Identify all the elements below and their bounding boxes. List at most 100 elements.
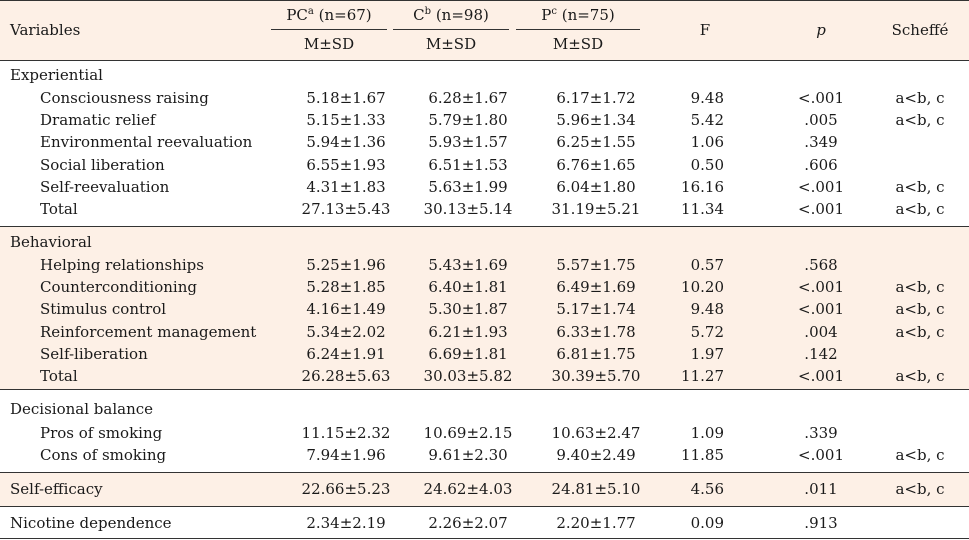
cell-pvalue: .005 xyxy=(804,111,838,129)
cell-pvalue: .913 xyxy=(804,514,838,532)
row-label: Counterconditioning xyxy=(40,278,197,296)
cell-pvalue: <.001 xyxy=(798,446,844,464)
row-label: Environmental reevaluation xyxy=(40,133,253,151)
cell-scheffe: a<b, c xyxy=(895,278,945,296)
cell-pvalue: .568 xyxy=(804,256,838,274)
cell-f: 5.72 xyxy=(690,323,724,341)
band-self-efficacy xyxy=(0,472,969,506)
row-label: Self-efficacy xyxy=(10,480,103,498)
cell-f: 0.09 xyxy=(690,514,724,532)
cell-pvalue: <.001 xyxy=(798,300,844,318)
cell-pc: 27.13±5.43 xyxy=(301,200,391,218)
cell-c: 5.43±1.69 xyxy=(428,256,508,274)
cell-p: 30.39±5.70 xyxy=(551,367,641,385)
row-label: Pros of smoking xyxy=(40,424,163,442)
cell-f: 9.48 xyxy=(690,300,724,318)
cell-c: 6.40±1.81 xyxy=(428,278,508,296)
cell-pc: 5.15±1.33 xyxy=(306,111,386,129)
group-rule-p xyxy=(516,29,640,30)
cell-pvalue: .349 xyxy=(804,133,838,151)
cell-pc: 5.18±1.67 xyxy=(306,89,386,107)
cell-c: 24.62±4.03 xyxy=(423,480,513,498)
cell-pvalue: .011 xyxy=(804,480,838,498)
header-p-sup: c xyxy=(551,6,557,17)
header-scheffe: Scheffé xyxy=(891,21,949,39)
band-header xyxy=(0,0,969,60)
cell-f: 1.97 xyxy=(690,345,724,363)
row-label: Self-reevaluation xyxy=(40,178,170,196)
cell-pc: 6.24±1.91 xyxy=(306,345,386,363)
cell-f: 1.06 xyxy=(690,133,724,151)
row-label: Nicotine dependence xyxy=(10,514,172,532)
header-variables: Variables xyxy=(10,21,81,39)
cell-c: 30.13±5.14 xyxy=(423,200,513,218)
rule-after-experiential xyxy=(0,226,969,227)
header-msd-p: M±SD xyxy=(552,35,604,53)
cell-f: 0.57 xyxy=(690,256,724,274)
cell-pvalue: <.001 xyxy=(798,200,844,218)
cell-scheffe: a<b, c xyxy=(895,446,945,464)
cell-pc: 5.28±1.85 xyxy=(306,278,386,296)
bottom-rule xyxy=(0,538,969,539)
cell-pc: 7.94±1.96 xyxy=(306,446,386,464)
row-label: Dramatic relief xyxy=(40,111,156,129)
cell-scheffe: a<b, c xyxy=(895,178,945,196)
cell-c: 30.03±5.82 xyxy=(423,367,513,385)
cell-pvalue: <.001 xyxy=(798,278,844,296)
section-title: Behavioral xyxy=(10,233,92,251)
header-p-value: p xyxy=(816,21,826,39)
cell-f: 5.42 xyxy=(690,111,724,129)
cell-pc: 11.15±2.32 xyxy=(301,424,391,442)
header-msd-pc: M±SD xyxy=(303,35,355,53)
row-label: Helping relationships xyxy=(40,256,204,274)
cell-c: 5.63±1.99 xyxy=(428,178,508,196)
cell-p: 9.40±2.49 xyxy=(556,446,636,464)
header-bottom-rule xyxy=(0,60,969,61)
cell-p: 6.17±1.72 xyxy=(556,89,636,107)
cell-f: 4.56 xyxy=(690,480,724,498)
cell-f: 11.85 xyxy=(681,446,724,464)
cell-c: 6.28±1.67 xyxy=(428,89,508,107)
header-pc-name: PC xyxy=(286,6,308,24)
cell-scheffe: a<b, c xyxy=(895,300,945,318)
cell-p: 6.04±1.80 xyxy=(556,178,636,196)
header-msd-c: M±SD xyxy=(425,35,477,53)
cell-c: 6.69±1.81 xyxy=(428,345,508,363)
cell-scheffe: a<b, c xyxy=(895,367,945,385)
cell-c: 5.30±1.87 xyxy=(428,300,508,318)
header-p-name: P xyxy=(541,6,552,24)
cell-c: 10.69±2.15 xyxy=(423,424,513,442)
cell-c: 6.21±1.93 xyxy=(428,323,508,341)
cell-pvalue: .339 xyxy=(804,424,838,442)
header-c-name: C xyxy=(413,6,425,24)
group-rule-pc xyxy=(271,29,387,30)
cell-scheffe: a<b, c xyxy=(895,323,945,341)
section-title: Experiential xyxy=(10,66,103,84)
cell-pvalue: .606 xyxy=(804,156,838,174)
row-label: Consciousness raising xyxy=(40,89,209,107)
header-pc-n: (n=67) xyxy=(313,6,372,24)
cell-c: 2.26±2.07 xyxy=(428,514,508,532)
top-rule xyxy=(0,0,969,1)
cell-p: 6.76±1.65 xyxy=(556,156,636,174)
cell-p: 31.19±5.21 xyxy=(551,200,641,218)
row-label: Stimulus control xyxy=(40,300,167,318)
cell-p: 5.96±1.34 xyxy=(556,111,636,129)
header-c-n: (n=98) xyxy=(431,6,489,24)
cell-scheffe: a<b, c xyxy=(895,89,945,107)
header-f: F xyxy=(699,21,711,39)
cell-pc: 4.31±1.83 xyxy=(306,178,386,196)
cell-c: 9.61±2.30 xyxy=(428,446,508,464)
row-label: Social liberation xyxy=(40,156,165,174)
cell-pvalue: <.001 xyxy=(798,367,844,385)
section-title: Decisional balance xyxy=(10,400,154,418)
header-p-n: (n=75) xyxy=(556,6,615,24)
cell-f: 9.48 xyxy=(690,89,724,107)
cell-pc: 5.94±1.36 xyxy=(306,133,386,151)
header-p: Pc (n=75) xyxy=(516,5,640,25)
cell-p: 6.33±1.78 xyxy=(556,323,636,341)
cell-f: 11.34 xyxy=(681,200,724,218)
group-rule-c xyxy=(393,29,509,30)
cell-pc: 2.34±2.19 xyxy=(306,514,386,532)
rule-after-self-efficacy xyxy=(0,506,969,507)
